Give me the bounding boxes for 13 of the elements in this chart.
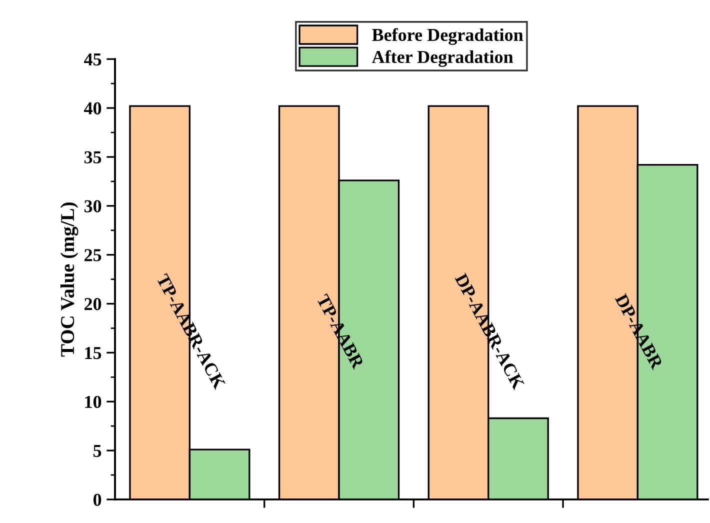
y-tick-label: 25 <box>84 249 102 262</box>
y-tick-label: 40 <box>84 102 102 114</box>
y-axis-title: TOC Value (mg/L) <box>60 202 78 357</box>
legend-label: After Degradation <box>372 50 514 67</box>
y-tick-label: 30 <box>84 200 102 212</box>
legend-label: Before Degradation <box>372 28 524 45</box>
y-tick-label: 10 <box>85 396 102 408</box>
y-tick-label: 20 <box>84 298 102 310</box>
y-tick-label: 0 <box>93 494 102 506</box>
y-tick-label: 15 <box>85 347 102 360</box>
y-tick-label: 5 <box>94 444 102 457</box>
y-tick-label: 35 <box>84 151 102 164</box>
y-tick-label: 45 <box>84 53 102 66</box>
